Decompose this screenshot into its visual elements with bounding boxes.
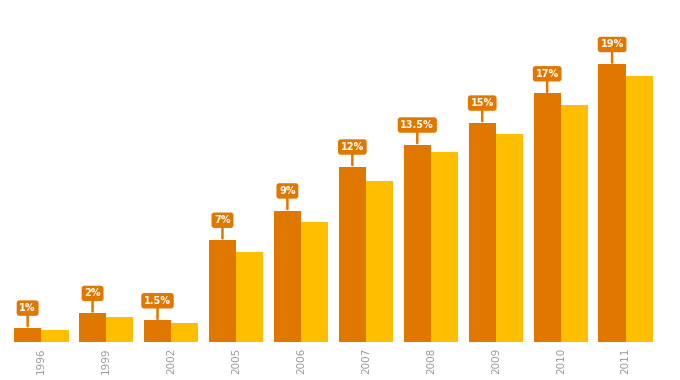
- Bar: [236, 252, 263, 342]
- Bar: [561, 105, 588, 342]
- Text: 1.5%: 1.5%: [144, 296, 171, 319]
- Bar: [626, 76, 653, 342]
- Text: 19%: 19%: [600, 40, 624, 63]
- Text: 12%: 12%: [341, 142, 364, 165]
- Bar: [144, 320, 171, 342]
- Bar: [14, 328, 41, 342]
- Bar: [431, 152, 458, 342]
- Text: 9%: 9%: [279, 186, 296, 209]
- Text: 7%: 7%: [214, 215, 231, 238]
- Bar: [496, 135, 523, 342]
- Text: 2%: 2%: [84, 288, 101, 312]
- Bar: [469, 123, 496, 342]
- Bar: [171, 323, 199, 342]
- Bar: [209, 240, 236, 342]
- Text: 13.5%: 13.5%: [401, 120, 434, 143]
- Bar: [339, 167, 366, 342]
- Bar: [404, 145, 431, 342]
- Bar: [79, 313, 106, 342]
- Bar: [598, 64, 626, 342]
- Bar: [274, 211, 301, 342]
- Text: 17%: 17%: [536, 69, 559, 92]
- Bar: [106, 318, 133, 342]
- Text: 15%: 15%: [471, 98, 494, 121]
- Bar: [534, 93, 561, 342]
- Bar: [301, 222, 328, 342]
- Bar: [41, 330, 69, 342]
- Bar: [366, 181, 393, 342]
- Text: 1%: 1%: [20, 303, 36, 326]
